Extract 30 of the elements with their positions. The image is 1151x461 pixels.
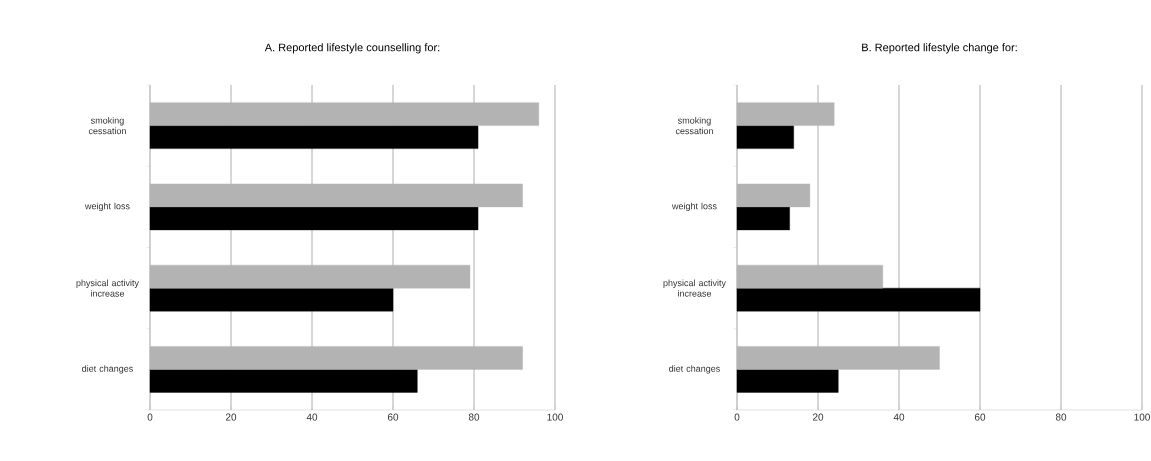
x-tick-label: 0 [147, 413, 153, 421]
bar [149, 287, 394, 312]
x-tick-label: 100 [547, 413, 563, 421]
x-tick-label: 80 [1055, 413, 1067, 421]
bar [149, 369, 418, 393]
chart-title: A. Reported lifestyle counselling for: [264, 43, 440, 54]
x-tick-label: 100 [1134, 413, 1150, 421]
bar [736, 369, 839, 393]
y-tick-label: diet changes [669, 365, 720, 374]
bar [149, 206, 479, 231]
x-tick-label: 20 [225, 413, 237, 421]
bar [736, 206, 790, 231]
x-tick-label: 40 [306, 413, 318, 421]
y-tick-label: smoking cessation [675, 117, 713, 135]
chart-title: B. Reported lifestyle change for: [862, 43, 1017, 54]
x-tick-label: 0 [734, 413, 740, 421]
x-tick-label: 60 [974, 413, 986, 421]
y-tick-label: weight loss [671, 202, 717, 212]
x-tick-label: 80 [468, 413, 480, 421]
x-tick-label: 40 [893, 413, 905, 421]
y-tick-label: weight loss [84, 202, 130, 212]
y-tick-label: physical activity increase [76, 279, 139, 297]
y-tick-label: diet changes [82, 365, 133, 374]
x-tick-label: 20 [812, 413, 824, 421]
bar [736, 287, 981, 312]
bar [736, 125, 794, 149]
y-tick-label: smoking cessation [88, 117, 126, 135]
x-tick-label: 60 [387, 413, 399, 421]
bar [149, 125, 479, 149]
y-tick-label: physical activity increase [663, 279, 726, 297]
